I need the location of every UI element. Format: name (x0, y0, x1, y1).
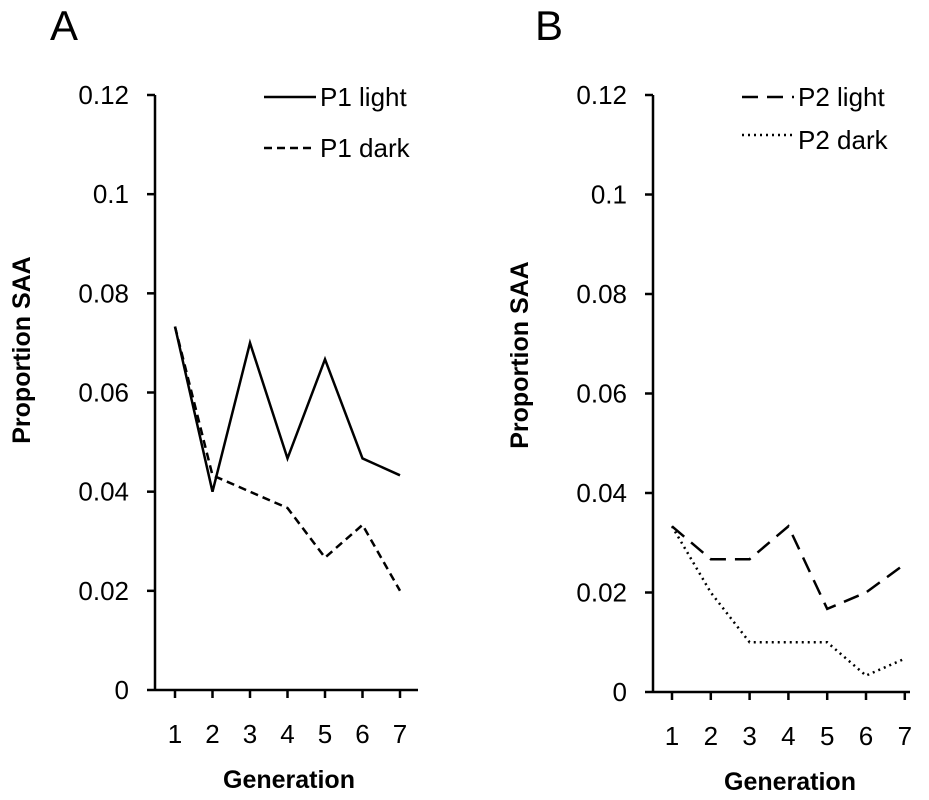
panel-a-y-tick-label: 0.08 (78, 278, 129, 308)
panel-b-series (670, 524, 906, 678)
panel-b-x-tick-label: 1 (665, 721, 679, 751)
legend-label-p1-light: P1 light (320, 82, 407, 112)
panel-a-y-tick-label: 0 (115, 675, 129, 705)
panel-a-x-tick-label: 3 (243, 719, 257, 749)
panel-b-y-tick-label: 0.04 (576, 478, 627, 508)
series-line-p2-light (671, 524, 906, 611)
panel-b-y-tick-label: 0.06 (576, 379, 627, 409)
panel-a-y-tick-label: 0.04 (78, 477, 129, 507)
panel-b-x-axis-title: Generation (724, 768, 856, 796)
panel-b-y-axis-title: Proportion SAA (506, 261, 534, 449)
panel-a-y-tick-label: 0.1 (93, 179, 129, 209)
panel-a-series (173, 326, 402, 592)
legend-label-p1-dark: P1 dark (320, 133, 411, 163)
panel-a-x-tick-label: 4 (280, 719, 294, 749)
panel-a-y-ticks: 0 0.02 0.04 0.06 0.08 0.1 0.12 (78, 80, 155, 705)
panel-a-x-tick-label: 5 (318, 719, 332, 749)
panel-b-legend: P2 light P2 dark (742, 82, 889, 155)
panel-a-x-tick-label: 1 (168, 719, 182, 749)
panel-b-y-ticks: 0 0.02 0.04 0.06 0.08 0.1 0.12 (576, 80, 653, 707)
series-line-p1-light (173, 326, 401, 493)
panel-a-x-tick-label: 2 (205, 719, 219, 749)
series-line-p2-dark (670, 525, 906, 678)
panel-a-legend: P1 light P1 dark (264, 82, 411, 163)
panel-b-y-tick-label: 0.08 (576, 279, 627, 309)
legend-label-p2-light: P2 light (798, 82, 885, 112)
panel-a-label: A (50, 2, 78, 49)
panel-a-y-tick-label: 0.02 (78, 576, 129, 606)
panel-b-x-tick-label: 4 (781, 721, 795, 751)
panel-b-x-tick-label: 5 (820, 721, 834, 751)
panel-b-x-tick-label: 2 (704, 721, 718, 751)
panel-a-y-tick-label: 0.12 (78, 80, 129, 110)
panel-b-x-tick-label: 7 (898, 721, 912, 751)
panel-b-y-tick-label: 0 (613, 677, 627, 707)
panel-b-label: B (535, 2, 563, 49)
panel-b-y-tick-label: 0.12 (576, 80, 627, 110)
panel-a-x-tick-label: 6 (355, 719, 369, 749)
panel-b-x-tick-label: 3 (742, 721, 756, 751)
panel-a-x-tick-label: 7 (393, 719, 407, 749)
panel-a-y-axis-title: Proportion SAA (8, 256, 36, 444)
panel-b-y-tick-label: 0.02 (576, 578, 627, 608)
series-line-p1-dark (173, 326, 402, 592)
panel-b-x-tick-label: 6 (859, 721, 873, 751)
panel-b-y-tick-label: 0.1 (591, 180, 627, 210)
panel-a-y-tick-label: 0.06 (78, 378, 129, 408)
legend-label-p2-dark: P2 dark (798, 125, 889, 155)
panel-a-x-axis-title: Generation (223, 766, 355, 794)
